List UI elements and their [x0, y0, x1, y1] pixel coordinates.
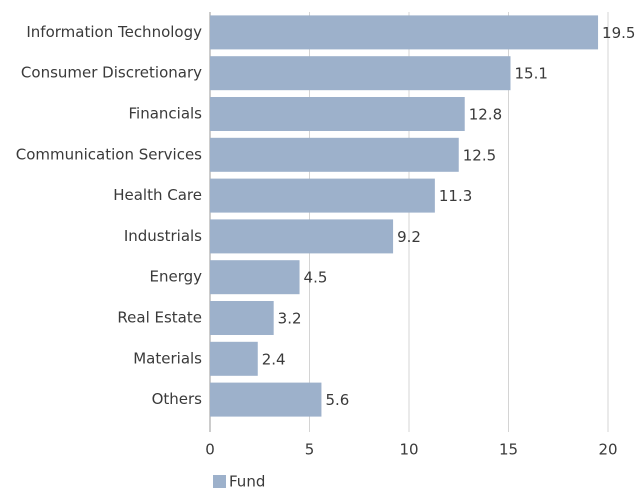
bar: [210, 56, 511, 91]
legend-swatch: [213, 475, 226, 488]
category-label: Health Care: [113, 186, 202, 204]
data-label: 12.8: [469, 106, 502, 124]
category-label: Energy: [149, 268, 202, 286]
category-label: Others: [152, 390, 203, 408]
x-tick-label: 20: [598, 441, 617, 459]
x-tick-label: 15: [499, 441, 518, 459]
data-label: 19.5: [602, 24, 635, 42]
category-label: Information Technology: [26, 23, 202, 41]
data-label: 4.5: [304, 269, 328, 287]
category-label: Materials: [133, 349, 202, 367]
bar: [210, 260, 300, 295]
bar: [210, 341, 258, 376]
category-label: Real Estate: [117, 309, 202, 327]
bar: [210, 382, 322, 417]
category-label: Consumer Discretionary: [21, 64, 202, 82]
category-label: Communication Services: [16, 145, 202, 163]
data-label: 15.1: [514, 65, 547, 83]
bar: [210, 219, 394, 254]
category-label: Financials: [129, 105, 203, 123]
data-label: 9.2: [397, 228, 421, 246]
data-label: 3.2: [278, 310, 302, 328]
data-label: 12.5: [463, 146, 496, 164]
bar: [210, 97, 465, 131]
data-label: 5.6: [325, 391, 349, 409]
x-tick-label: 5: [305, 441, 315, 459]
category-label: Industrials: [124, 227, 202, 245]
bar: [210, 15, 599, 50]
data-label: 2.4: [262, 350, 286, 368]
bar: [210, 178, 435, 213]
bar: [210, 137, 459, 172]
x-tick-label: 10: [399, 441, 418, 459]
legend-label: Fund: [229, 473, 265, 491]
data-label: 11.3: [439, 187, 472, 205]
bar: [210, 301, 274, 335]
x-tick-label: 0: [205, 441, 215, 459]
